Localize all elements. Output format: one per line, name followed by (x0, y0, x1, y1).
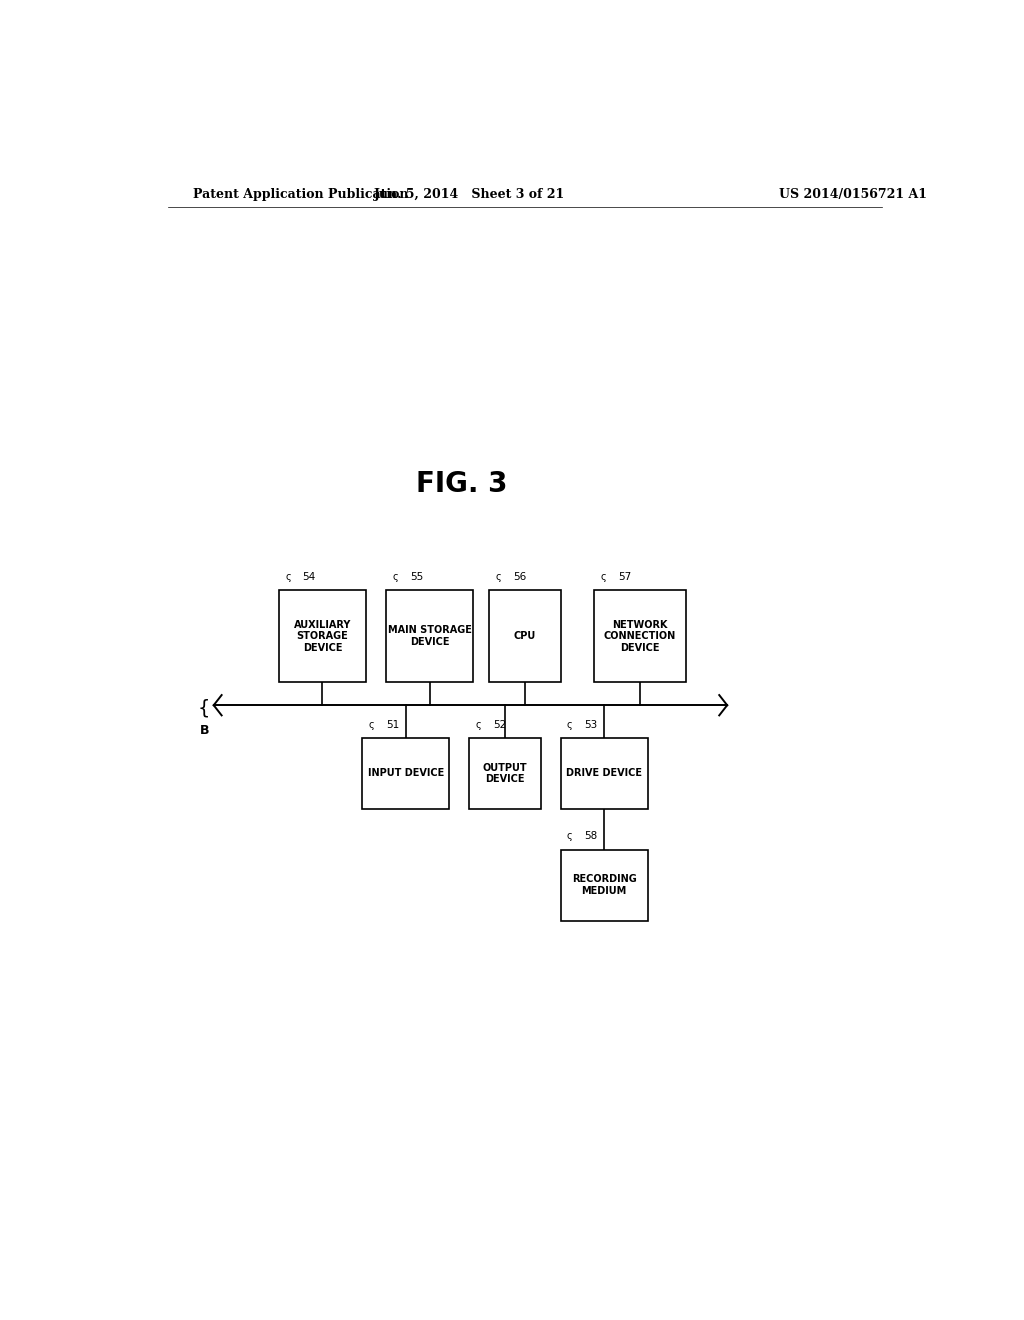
Text: NETWORK
CONNECTION
DEVICE: NETWORK CONNECTION DEVICE (604, 619, 676, 652)
Text: ς: ς (496, 573, 501, 582)
Text: 55: 55 (410, 573, 423, 582)
Text: 51: 51 (386, 719, 399, 730)
Text: Jun. 5, 2014   Sheet 3 of 21: Jun. 5, 2014 Sheet 3 of 21 (374, 189, 565, 202)
Text: 56: 56 (513, 573, 526, 582)
Text: ς: ς (567, 832, 572, 841)
Text: DRIVE DEVICE: DRIVE DEVICE (566, 768, 642, 779)
Bar (560, 738, 648, 809)
Bar (469, 738, 541, 809)
Text: 54: 54 (303, 573, 315, 582)
Text: {: { (198, 698, 210, 718)
Bar (489, 590, 560, 682)
Bar (594, 590, 685, 682)
Text: 52: 52 (494, 719, 506, 730)
Bar (560, 850, 648, 921)
Text: ς: ς (601, 573, 606, 582)
Text: RECORDING
MEDIUM: RECORDING MEDIUM (571, 874, 637, 896)
Bar (362, 738, 450, 809)
Text: FIG. 3: FIG. 3 (416, 470, 507, 498)
Text: 53: 53 (585, 719, 598, 730)
Text: ς: ς (567, 719, 572, 730)
Bar (386, 590, 473, 682)
Text: AUXILIARY
STORAGE
DEVICE: AUXILIARY STORAGE DEVICE (294, 619, 351, 652)
Text: US 2014/0156721 A1: US 2014/0156721 A1 (778, 189, 927, 202)
Text: 58: 58 (585, 832, 598, 841)
Text: CPU: CPU (514, 631, 536, 642)
Text: 57: 57 (618, 573, 632, 582)
Text: OUTPUT
DEVICE: OUTPUT DEVICE (482, 763, 527, 784)
Text: MAIN STORAGE
DEVICE: MAIN STORAGE DEVICE (388, 626, 471, 647)
Text: B: B (201, 723, 210, 737)
Text: ς: ς (285, 573, 291, 582)
Bar (279, 590, 367, 682)
Text: ς: ς (392, 573, 398, 582)
Text: ς: ς (475, 719, 481, 730)
Text: ς: ς (369, 719, 374, 730)
Text: Patent Application Publication: Patent Application Publication (194, 189, 409, 202)
Text: INPUT DEVICE: INPUT DEVICE (368, 768, 443, 779)
